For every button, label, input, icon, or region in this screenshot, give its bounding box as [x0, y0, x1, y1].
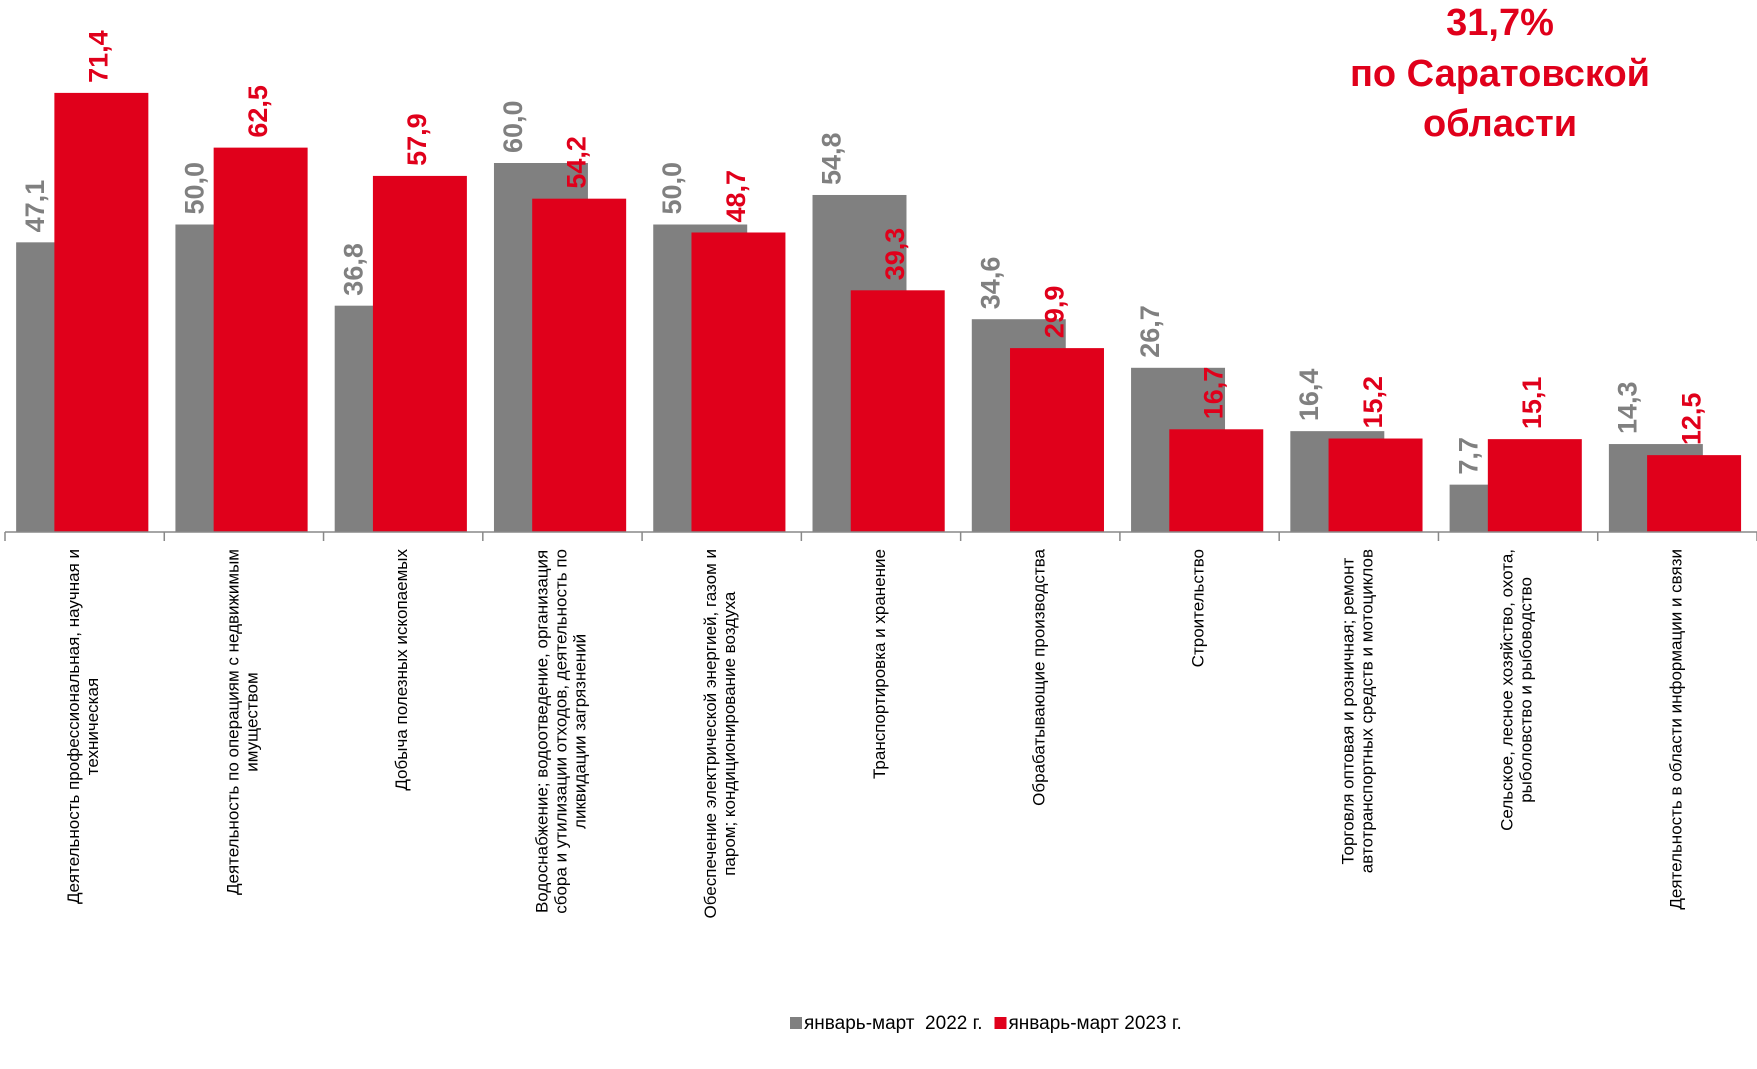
bar — [1328, 438, 1423, 532]
value-label: 34,6 — [976, 257, 1006, 310]
value-label: 14,3 — [1613, 381, 1643, 434]
annotation: области — [1423, 103, 1577, 145]
value-label: 50,0 — [179, 162, 209, 215]
bar — [1010, 348, 1104, 532]
bar — [1169, 429, 1264, 532]
x-tick-label: Обрабатывающие производства — [1030, 548, 1049, 805]
bar — [1647, 455, 1742, 532]
x-tick-label: Сельское, лесное хозяйство, охота,рыболо… — [1498, 549, 1536, 831]
value-label: 15,1 — [1517, 377, 1547, 430]
value-label: 26,7 — [1135, 305, 1165, 358]
legend-label: январь-март 2022 г. — [804, 1013, 983, 1034]
legend-swatch — [790, 1017, 802, 1029]
x-tick-label: Обеспечение электрической энергией, газо… — [702, 549, 740, 918]
value-label: 48,7 — [721, 170, 751, 223]
legend-label: январь-март 2023 г. — [1009, 1013, 1182, 1034]
x-tick-label: Транспортировка и хранение — [870, 549, 889, 779]
value-label: 16,7 — [1199, 367, 1229, 420]
bar — [532, 198, 627, 533]
value-label: 47,1 — [20, 180, 50, 233]
legend-swatch — [994, 1017, 1007, 1029]
value-label: 60,0 — [498, 100, 528, 153]
x-tick-label: Торговля оптовая и розничная; ремонтавто… — [1339, 549, 1377, 873]
value-label: 57,9 — [402, 113, 432, 166]
value-label: 39,3 — [880, 228, 910, 281]
x-tick-label: Добыча полезных ископаемых — [393, 549, 412, 791]
value-label: 54,2 — [562, 136, 592, 189]
x-tick-label: Деятельность по операциям с недвижимымим… — [224, 549, 262, 895]
value-label: 36,8 — [339, 243, 369, 296]
value-label: 16,4 — [1294, 369, 1324, 422]
value-label: 29,9 — [1039, 286, 1069, 339]
value-label: 62,5 — [243, 85, 273, 138]
value-label: 15,2 — [1358, 376, 1388, 429]
value-label: 50,0 — [657, 162, 687, 215]
value-label: 12,5 — [1676, 393, 1706, 446]
value-label: 7,7 — [1453, 437, 1483, 475]
bar — [372, 175, 467, 533]
annotation: 31,7% — [1446, 2, 1554, 44]
bar — [54, 92, 149, 532]
bar — [213, 147, 308, 532]
bar — [691, 232, 786, 532]
x-tick-label: Деятельность профессиональная, научная и… — [65, 549, 103, 904]
x-tick-label: Деятельность в области информации и связ… — [1667, 549, 1686, 910]
x-tick-label: Строительство — [1189, 549, 1208, 667]
bar — [850, 290, 945, 532]
value-label: 54,8 — [816, 132, 846, 185]
bar — [1487, 439, 1582, 532]
x-tick-label: Водоснабжение; водоотведение, организаци… — [533, 549, 590, 914]
value-label: 71,4 — [84, 30, 114, 83]
annotation: по Саратовской — [1350, 53, 1650, 95]
